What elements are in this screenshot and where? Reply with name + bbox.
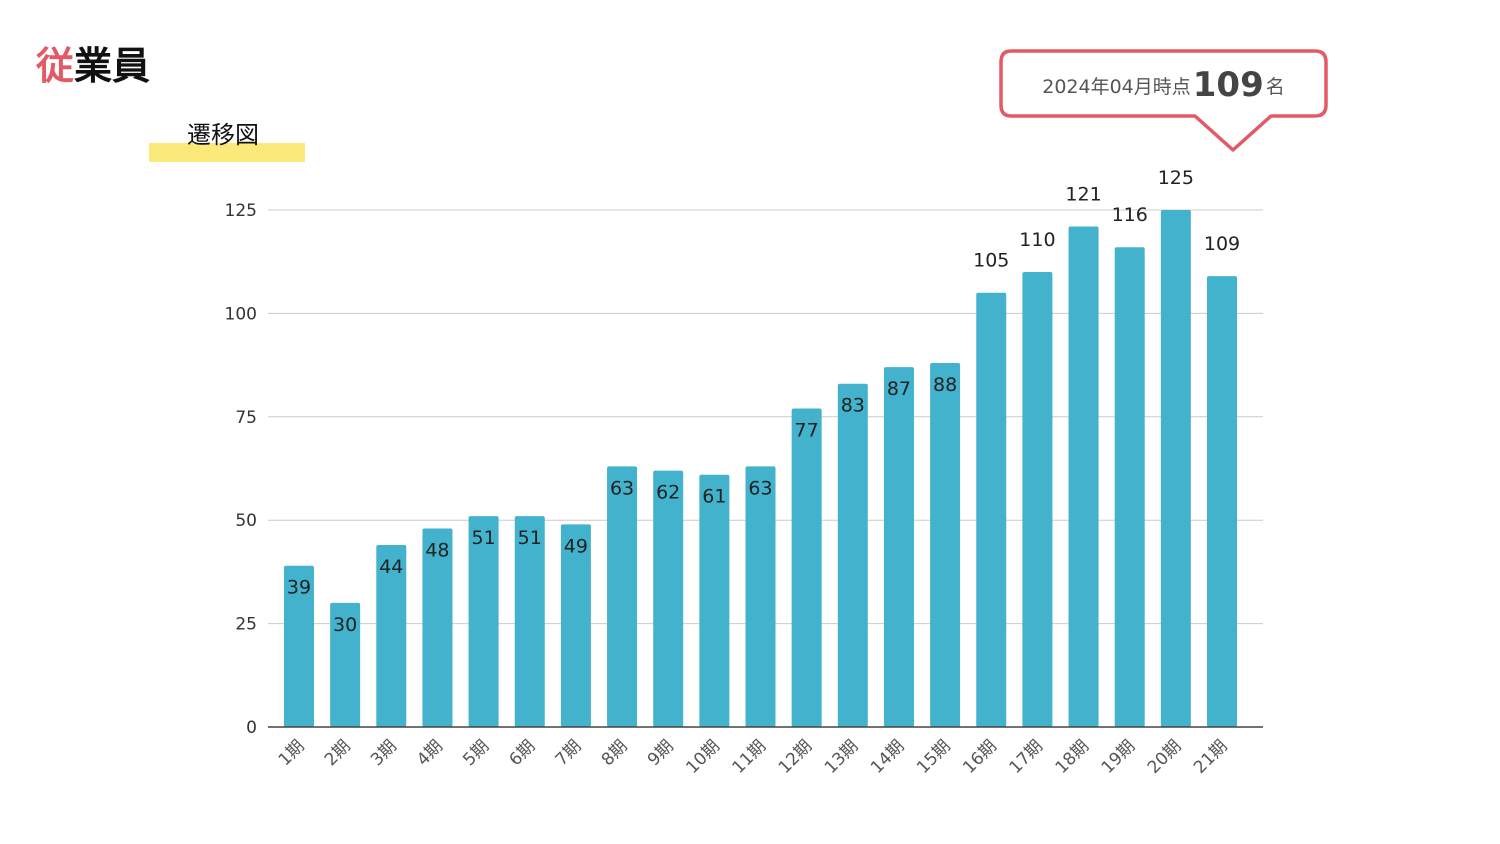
bar-value-label: 125 <box>1158 167 1194 189</box>
x-tick-label: 14期 <box>867 736 908 777</box>
y-tick-label: 125 <box>225 201 257 221</box>
x-tick-label: 8期 <box>598 736 632 770</box>
bar <box>1160 210 1191 727</box>
bar <box>883 367 914 727</box>
bar-value-label: 51 <box>518 527 542 549</box>
x-tick-label: 1期 <box>275 736 309 770</box>
x-tick-label: 4期 <box>413 736 447 770</box>
bar-value-label: 83 <box>841 395 865 417</box>
bar <box>699 474 730 727</box>
bar <box>1114 247 1145 727</box>
y-tick-label: 25 <box>235 615 257 635</box>
current-count-callout: 2024年04月時点109 名 <box>999 49 1328 153</box>
x-tick-label: 13期 <box>821 736 862 777</box>
bar-value-label: 116 <box>1112 204 1148 226</box>
bar <box>791 408 822 727</box>
x-tick-label: 15期 <box>913 736 954 777</box>
bar-value-label: 109 <box>1204 233 1240 255</box>
page-title-rest: 業員 <box>74 44 151 88</box>
bar-value-label: 88 <box>933 374 957 396</box>
bar-value-label: 49 <box>564 535 588 557</box>
bar-value-label: 110 <box>1019 229 1055 251</box>
bar <box>930 363 961 727</box>
subtitle-highlight <box>149 143 305 162</box>
bar <box>976 292 1007 727</box>
page-title: 従業員 <box>36 40 150 92</box>
bar-value-label: 51 <box>472 527 496 549</box>
x-tick-label: 11期 <box>729 736 770 777</box>
bar <box>514 516 545 727</box>
bar-value-label: 105 <box>973 250 1009 272</box>
bar <box>468 516 499 727</box>
x-tick-label: 5期 <box>459 736 493 770</box>
x-tick-label: 3期 <box>367 736 401 770</box>
callout-value: 109 <box>1192 65 1264 105</box>
bar <box>376 545 407 727</box>
bar <box>560 524 591 727</box>
bar-value-label: 39 <box>287 577 311 599</box>
bar-value-label: 30 <box>333 614 357 636</box>
chart-subtitle-block: 遷移図 <box>149 118 305 164</box>
x-tick-label: 20期 <box>1144 736 1185 777</box>
y-tick-label: 75 <box>235 408 257 428</box>
bar-value-label: 63 <box>748 477 772 499</box>
bar <box>607 466 638 727</box>
bar <box>837 383 868 727</box>
bar <box>1022 272 1053 727</box>
callout-bubble-shape <box>999 49 1328 152</box>
bar-value-label: 62 <box>656 482 680 504</box>
bar-value-label: 44 <box>379 556 403 578</box>
x-tick-label: 18期 <box>1052 736 1093 777</box>
x-tick-label: 21期 <box>1190 736 1231 777</box>
bar-value-label: 61 <box>702 486 726 508</box>
x-tick-label: 16期 <box>959 736 1000 777</box>
callout-prefix: 2024年04月時点 <box>1042 76 1191 98</box>
callout-unit: 名 <box>1265 76 1285 98</box>
bar <box>1068 226 1099 727</box>
page-title-accent: 従 <box>36 44 75 88</box>
y-tick-label: 50 <box>235 511 257 531</box>
bar <box>745 466 776 727</box>
bar-value-label: 77 <box>795 420 819 442</box>
x-tick-label: 19期 <box>1098 736 1139 777</box>
x-tick-label: 10期 <box>682 736 723 777</box>
x-tick-label: 6期 <box>505 736 539 770</box>
y-tick-label: 0 <box>246 718 257 738</box>
bar-value-label: 63 <box>610 477 634 499</box>
bar-value-label: 121 <box>1065 184 1101 206</box>
bar-value-label: 48 <box>425 539 449 561</box>
bar <box>422 528 453 727</box>
bar <box>1207 276 1237 727</box>
x-tick-label: 9期 <box>644 736 678 770</box>
x-tick-label: 2期 <box>321 736 355 770</box>
bar <box>330 602 361 727</box>
bar <box>653 470 684 727</box>
x-tick-label: 17期 <box>1005 736 1046 777</box>
x-tick-label: 12期 <box>775 736 816 777</box>
x-tick-label: 7期 <box>552 736 586 770</box>
bar <box>284 565 314 727</box>
chart-subtitle: 遷移図 <box>187 121 259 149</box>
bar-value-label: 87 <box>887 378 911 400</box>
y-tick-label: 100 <box>225 304 257 324</box>
callout-text: 2024年04月時点109 名 <box>999 63 1328 109</box>
